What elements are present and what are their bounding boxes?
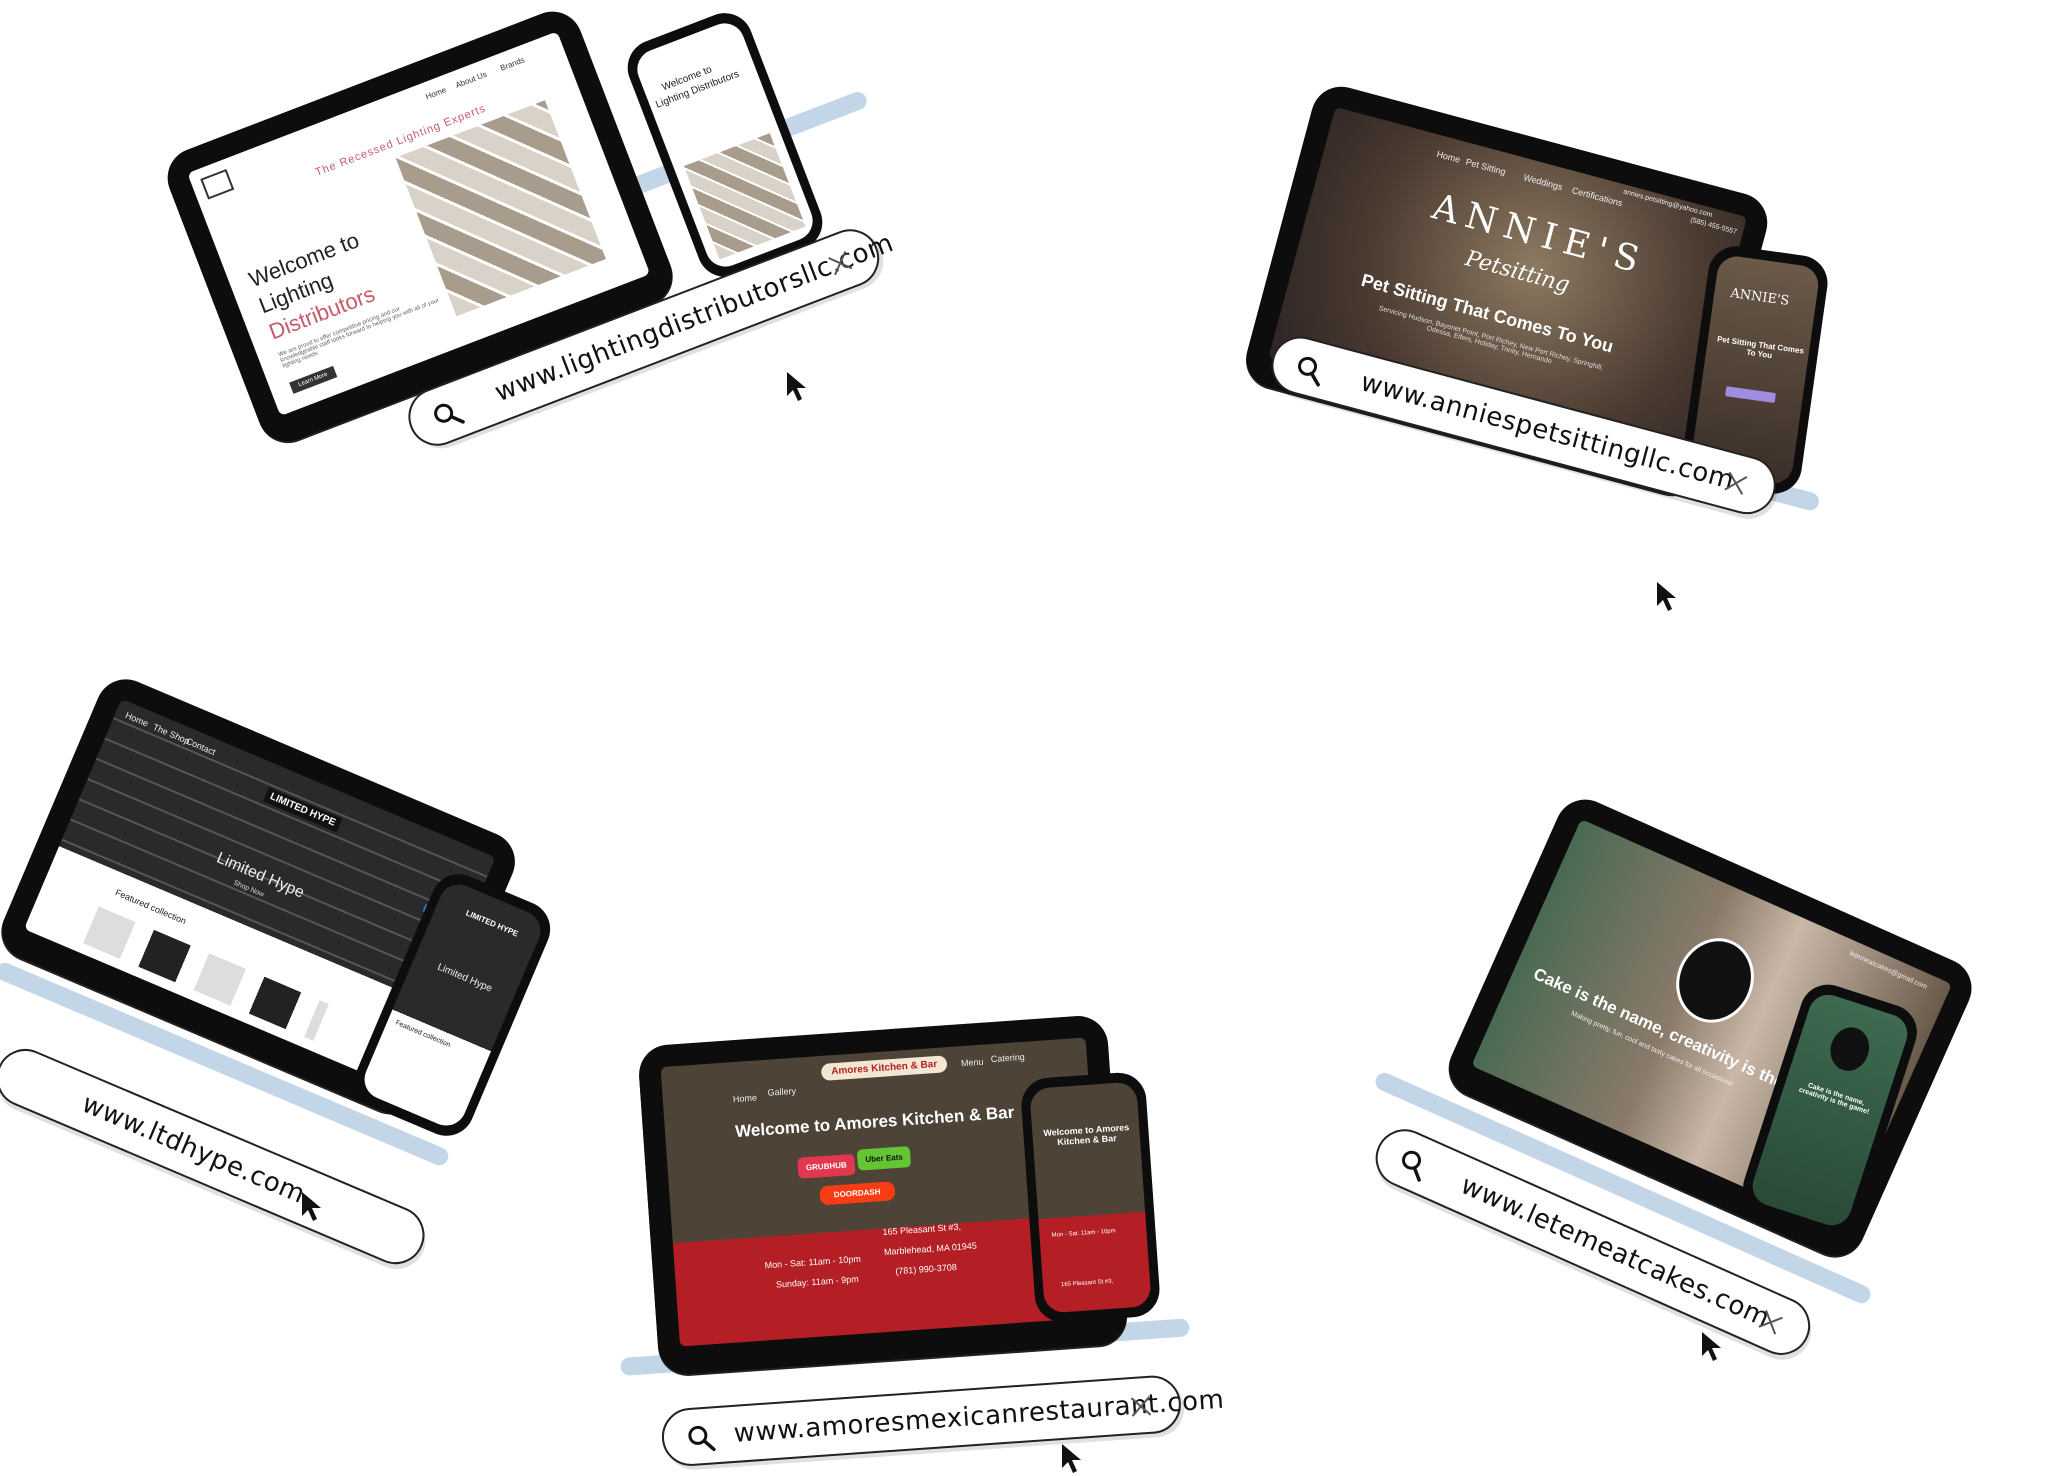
url-search-bar[interactable]: www.lightingdistributorsllc.com	[400, 220, 898, 455]
url-search-bar[interactable]: www.amoresmexicanrestaurant.com	[660, 1373, 1225, 1468]
cursor-icon	[1062, 1444, 1081, 1473]
cake-logo	[1662, 925, 1768, 1036]
url-search-bar[interactable]: www.anniespetsittingllc.com	[1264, 330, 1783, 521]
phone-cake-logo	[1824, 1022, 1875, 1076]
close-icon[interactable]	[1721, 469, 1750, 498]
contact-email[interactable]: letemeatcakes@gmail.com	[1848, 950, 1929, 991]
search-icon	[434, 403, 465, 424]
nav-item[interactable]: Catering	[990, 1051, 1026, 1065]
phone-gallery	[683, 133, 806, 260]
cursor-icon	[1657, 582, 1676, 611]
mockup-annies-petsitting: Home Pet Sitting Weddings Certifications…	[1239, 60, 1910, 630]
phone-address: 165 Pleasant St #3,	[1060, 1278, 1114, 1289]
site-headline: Welcome to Amores Kitchen & Bar	[734, 1102, 1015, 1142]
url-text: www.ltdhype.com	[77, 1088, 310, 1210]
cursor-icon	[787, 372, 806, 401]
nav-item[interactable]: Pet Sitting	[1464, 156, 1507, 177]
nav-item[interactable]: Home	[732, 1092, 758, 1105]
search-icon	[1298, 356, 1320, 387]
grubhub-button[interactable]: GRUBHUB	[797, 1153, 856, 1179]
hours-sunday: Sunday: 11am - 9pm	[775, 1273, 860, 1290]
nav-item[interactable]: Menu	[960, 1056, 984, 1069]
doordash-button[interactable]: DOORDASH	[819, 1181, 896, 1206]
phone-headline: Welcome to Amores Kitchen & Bar	[1043, 1122, 1130, 1148]
cursor-icon	[302, 1192, 321, 1221]
address-line2: Marblehead, MA 01945	[883, 1240, 978, 1258]
nav-item[interactable]: Weddings	[1522, 172, 1564, 193]
learn-more-button[interactable]: Learn More	[289, 365, 338, 394]
phone-title: Limited Hype	[435, 961, 494, 995]
mockup-lighting-distributors: Home About Us Brands The Recessed Lighti…	[158, 0, 940, 580]
close-icon[interactable]	[1755, 1306, 1787, 1338]
mockup-letemeatcakes: letemeatcakes@gmail.com Cake is the name…	[1360, 790, 2020, 1430]
contact-email[interactable]: annies.petsitting@yahoo.com	[1622, 188, 1714, 220]
cursor-icon	[1702, 1332, 1721, 1361]
search-icon	[1401, 1150, 1421, 1182]
phone-logo: ANNIE'S	[1729, 285, 1791, 310]
phone-headline: Cake is the name, creativity is the game…	[1797, 1082, 1870, 1116]
contact-phone[interactable]: (585) 455-5557	[1689, 216, 1738, 236]
phone-section: Featured collection	[394, 1019, 452, 1049]
nav-item[interactable]: About Us	[454, 69, 489, 90]
phone-headline: Pet Sitting That Comes To You	[1716, 334, 1805, 361]
mockup-amores-kitchen: Amores Kitchen & Bar Home Gallery Menu C…	[620, 990, 1225, 1473]
call-button[interactable]	[1725, 386, 1776, 404]
nav-item[interactable]: Brands	[498, 55, 526, 73]
phone-logo: LIMITED HYPE	[464, 908, 520, 939]
site-logo	[200, 168, 235, 200]
nav-item[interactable]: Home	[1435, 148, 1462, 165]
address-line1: 165 Pleasant St #3,	[882, 1221, 962, 1238]
search-icon	[688, 1425, 716, 1452]
site-logo: Amores Kitchen & Bar	[820, 1055, 948, 1081]
ubereats-button[interactable]: Uber Eats	[856, 1145, 912, 1171]
phone-hours: Mon - Sat: 11am - 10pm	[1051, 1228, 1116, 1239]
url-search-bar[interactable]: www.letemeatcakes.com	[1366, 1120, 1820, 1365]
phone-screen: Welcome to Amores Kitchen & Bar Mon - Sa…	[1029, 1081, 1152, 1314]
close-icon[interactable]	[825, 248, 856, 279]
nav-item[interactable]: Home	[424, 85, 448, 102]
close-icon[interactable]	[1128, 1394, 1154, 1420]
nav-item[interactable]: Certifications	[1570, 185, 1624, 209]
nav-item[interactable]: Gallery	[767, 1085, 797, 1098]
phone: Welcome to Amores Kitchen & Bar Mon - Sa…	[1019, 1070, 1162, 1325]
phone-number[interactable]: (781) 990-3708	[895, 1262, 958, 1277]
phone-screen: Welcome to Lighting Distributors	[631, 17, 819, 273]
mockup-limited-hype: Home The Shop Contact LIMITED HYPE Limit…	[0, 670, 600, 1290]
hours-weekday: Mon - Sat: 11am - 10pm	[764, 1253, 862, 1271]
